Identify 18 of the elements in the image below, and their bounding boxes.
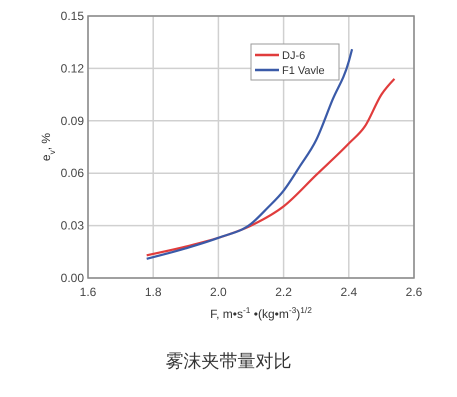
y-tick-label: 0.15	[60, 9, 84, 23]
text: 雾沫夹带量对比	[166, 351, 292, 371]
x-tick-label: 2.4	[340, 285, 358, 299]
x-tick-label: 1.6	[80, 285, 97, 299]
x-tick-label: 2.0	[210, 285, 228, 299]
line-series	[146, 78, 396, 256]
x-axis-title: F, m•s$^{-1}$ •(kg•m$^{-3}$)$^{1/2}$	[210, 305, 312, 321]
y-tick-label: 0.03	[60, 218, 84, 233]
y-tick-label: 0.00	[60, 271, 84, 285]
legend-label: DJ-6	[282, 50, 306, 62]
y-tick-label: 0.12	[60, 61, 84, 76]
line-series	[146, 48, 354, 260]
x-tick-label: 2.2	[275, 285, 292, 299]
y-tick-label: 0.09	[60, 114, 84, 128]
y-tick-label: 0.06	[60, 166, 84, 180]
legend-label: F1 Vavle	[282, 65, 325, 77]
x-tick-label: 1.8	[144, 285, 162, 299]
x-tick-label: 2.6	[406, 285, 423, 299]
